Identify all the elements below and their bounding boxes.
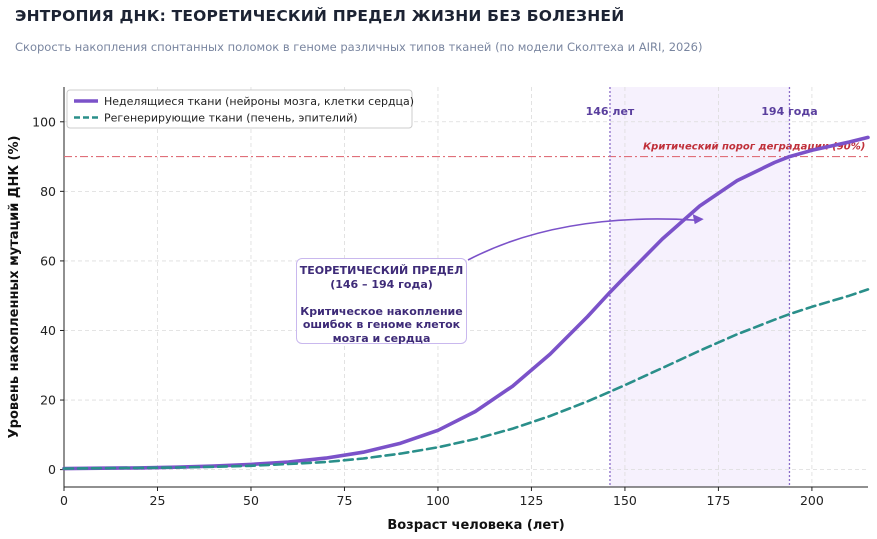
annotation-arrowhead	[692, 214, 704, 225]
x-tick-label: 125	[520, 493, 544, 508]
y-tick-label: 0	[48, 462, 56, 477]
threshold-label: Критический порог деградации (90%)	[643, 142, 865, 153]
critical-range-shade	[609, 87, 790, 487]
limit-label: 146 лет	[586, 105, 635, 118]
annotation-line: Критическое накопление	[300, 304, 463, 318]
x-tick-label: 50	[243, 493, 259, 508]
chart-subtitle: Скорость накопления спонтанных поломок в…	[15, 40, 703, 54]
x-tick-label: 0	[60, 493, 68, 508]
x-axis-label: Возраст человека (лет)	[387, 518, 564, 533]
y-tick-label: 100	[32, 114, 56, 129]
annotation-line: (146 – 194 года)	[330, 277, 433, 291]
y-tick-label: 60	[40, 253, 56, 268]
x-tick-label: 100	[426, 493, 450, 508]
annotation-line: мозга и сердца	[332, 331, 431, 345]
y-tick-label: 20	[40, 393, 56, 408]
x-tick-label: 25	[150, 493, 166, 508]
annotation-line: ошибок в геноме клеток	[302, 318, 461, 331]
legend	[66, 89, 413, 129]
x-tick-label: 150	[613, 493, 637, 508]
annotation-line: ТЕОРЕТИЧЕСКИЙ ПРЕДЕЛ	[299, 264, 464, 277]
y-axis-label: Уровень накопленных мутаций ДНК (%)	[7, 136, 22, 439]
limit-label: 194 года	[761, 105, 817, 118]
legend-label: Регенерирующие ткани (печень, эпителий)	[104, 112, 358, 125]
legend-label: Неделящиеся ткани (нейроны мозга, клетки…	[104, 95, 414, 108]
annotation-arrow	[467, 218, 696, 261]
x-tick-label: 175	[706, 493, 730, 508]
series-line-2	[62, 288, 870, 470]
y-tick-label: 40	[40, 323, 56, 338]
x-tick-label: 200	[800, 493, 824, 508]
annotation-box: ТЕОРЕТИЧЕСКИЙ ПРЕДЕЛ (146 – 194 года) Кр…	[296, 258, 467, 345]
y-tick-label: 80	[40, 184, 56, 199]
chart-title: ЭНТРОПИЯ ДНК: ТЕОРЕТИЧЕСКИЙ ПРЕДЕЛ ЖИЗНИ…	[15, 7, 625, 25]
x-tick-label: 75	[337, 493, 353, 508]
